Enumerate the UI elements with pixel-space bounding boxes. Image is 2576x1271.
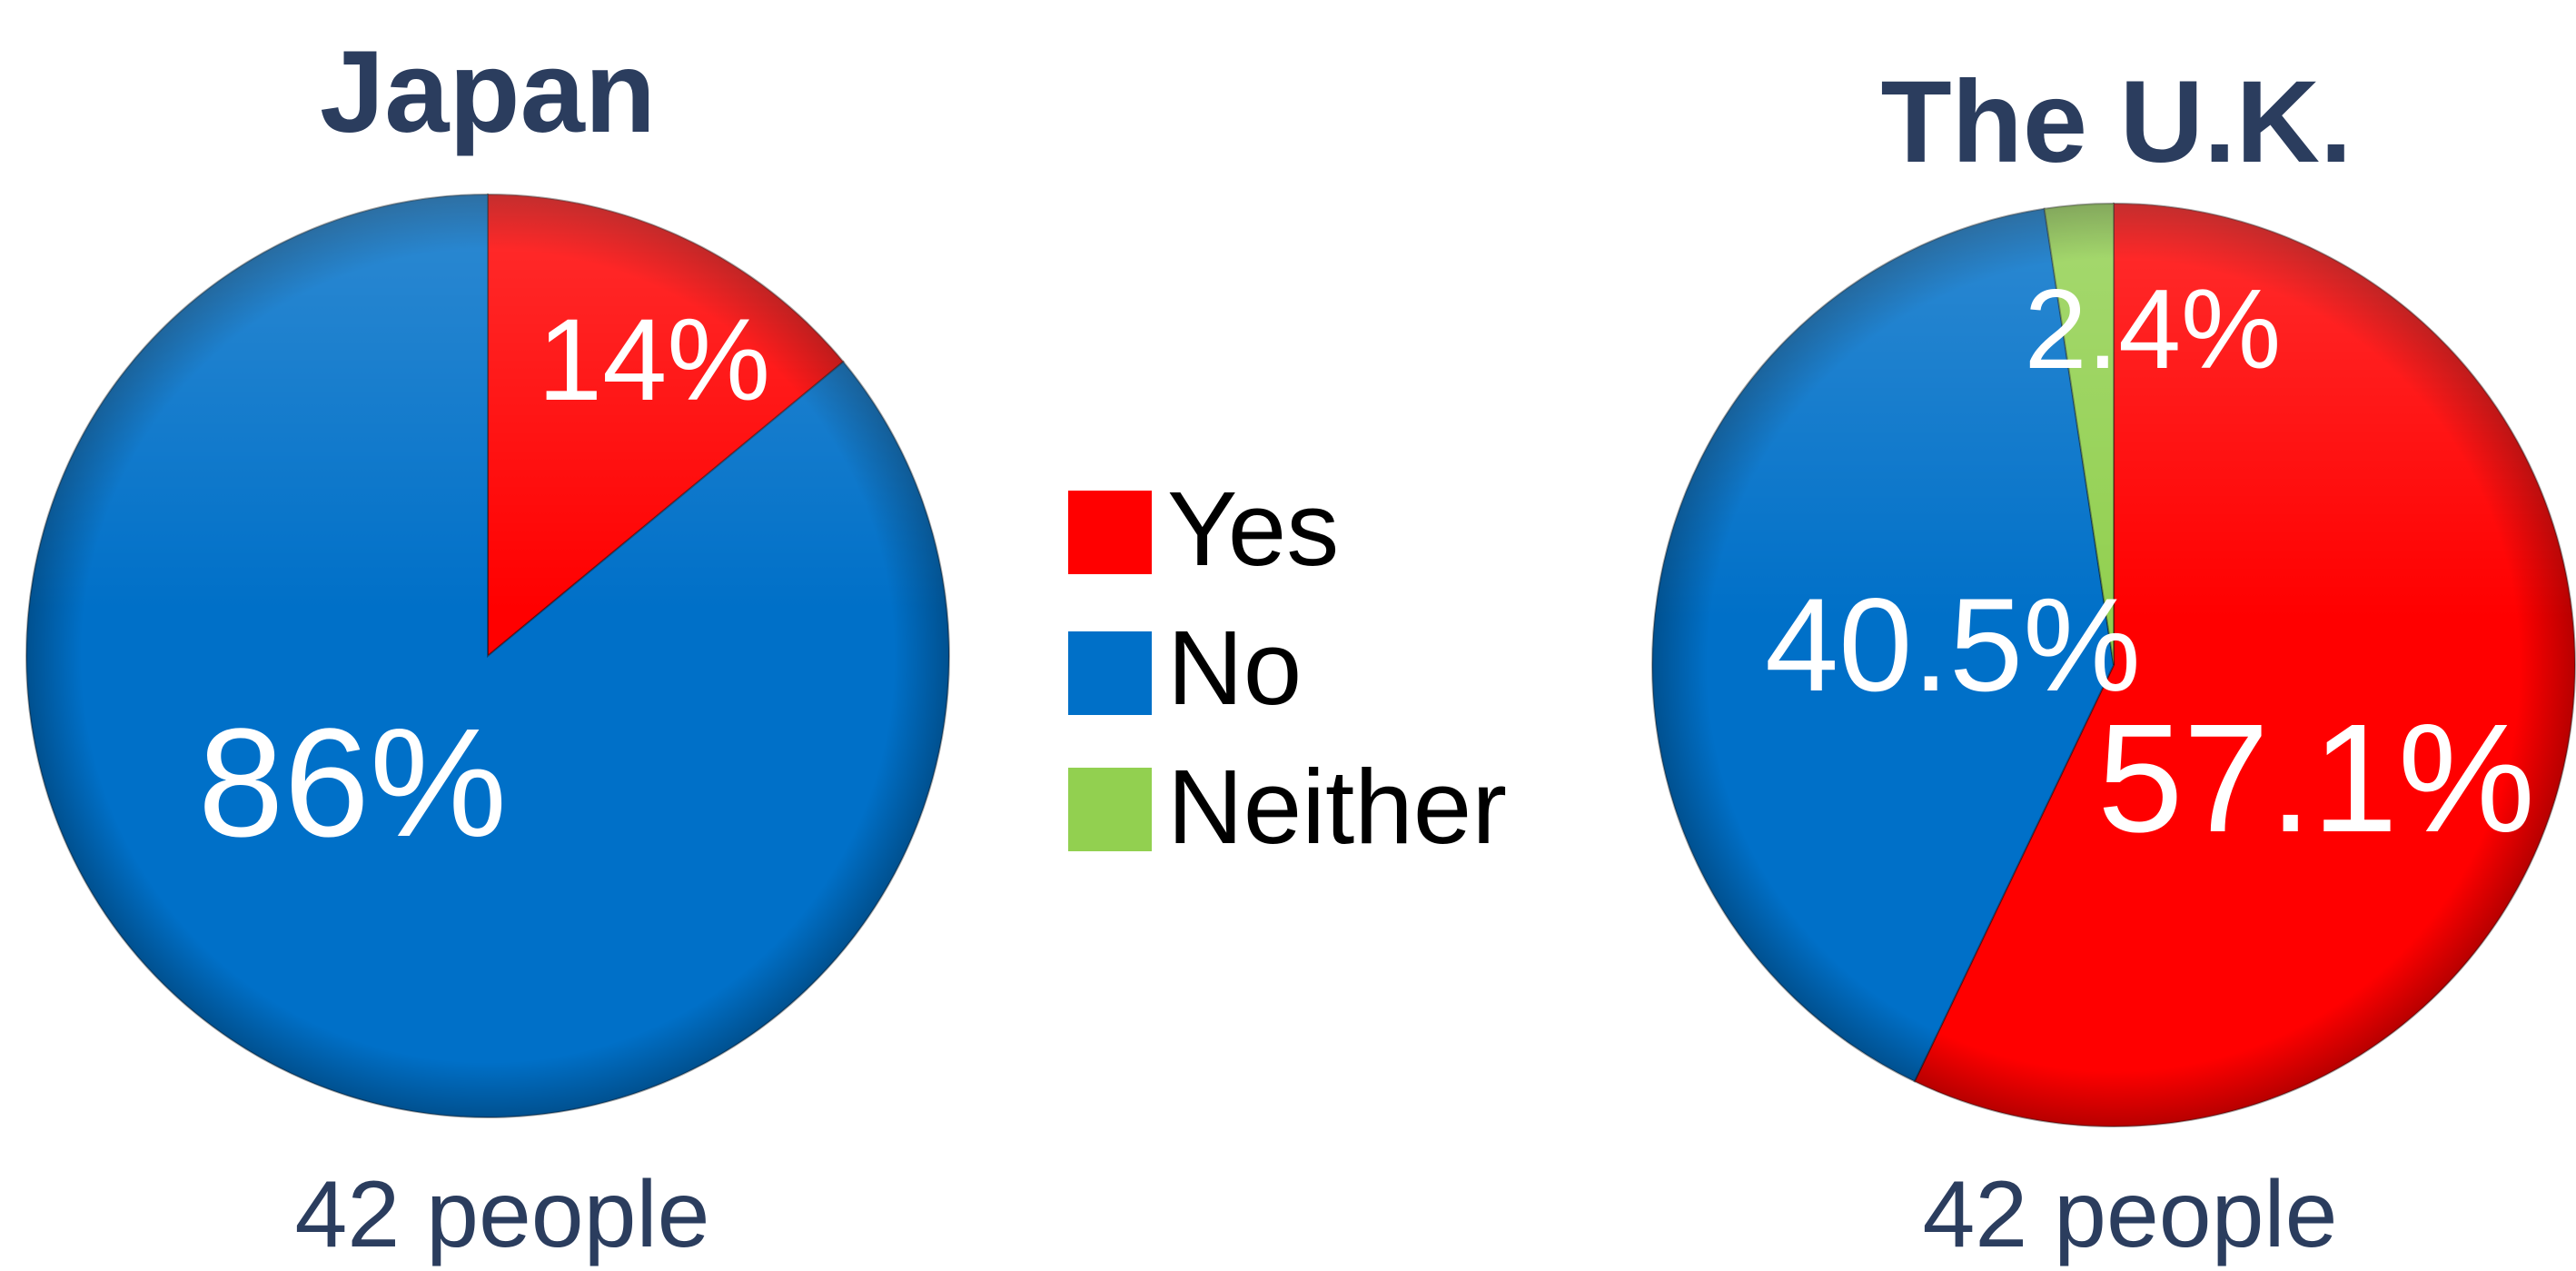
legend-label: No (1167, 609, 1302, 727)
chart-caption: 42 people (1923, 1162, 2338, 1266)
data-label-no: 86% (198, 697, 507, 869)
pie-gloss (1652, 204, 2575, 1127)
legend-item-neither: Neither (1068, 748, 1507, 866)
data-label-neither: 2.4% (2025, 267, 2282, 392)
legend-swatch (1068, 631, 1152, 715)
legend-item-yes: Yes (1068, 470, 1339, 588)
pie-chart-2: The U.K. 57.1%40.5% 2.4% 42 people (1651, 57, 2576, 1267)
pie-gloss (26, 194, 949, 1117)
legend-item-no: No (1068, 609, 1302, 727)
legend-swatch (1068, 491, 1152, 574)
data-label-yes: 14% (538, 295, 770, 425)
data-label-no: 40.5% (1765, 571, 2141, 719)
legend-label: Yes (1167, 470, 1339, 588)
legend: Yes No Neither (1068, 470, 1507, 866)
chart-title: The U.K. (1880, 57, 2352, 187)
pie-chart-1: Japan 14% 86% 42 people (25, 27, 950, 1267)
chart-caption: 42 people (295, 1162, 710, 1266)
data-label-yes: 57.1% (2097, 692, 2535, 865)
legend-swatch (1068, 768, 1152, 851)
legend-label: Neither (1167, 748, 1507, 866)
chart-title: Japan (320, 27, 656, 157)
